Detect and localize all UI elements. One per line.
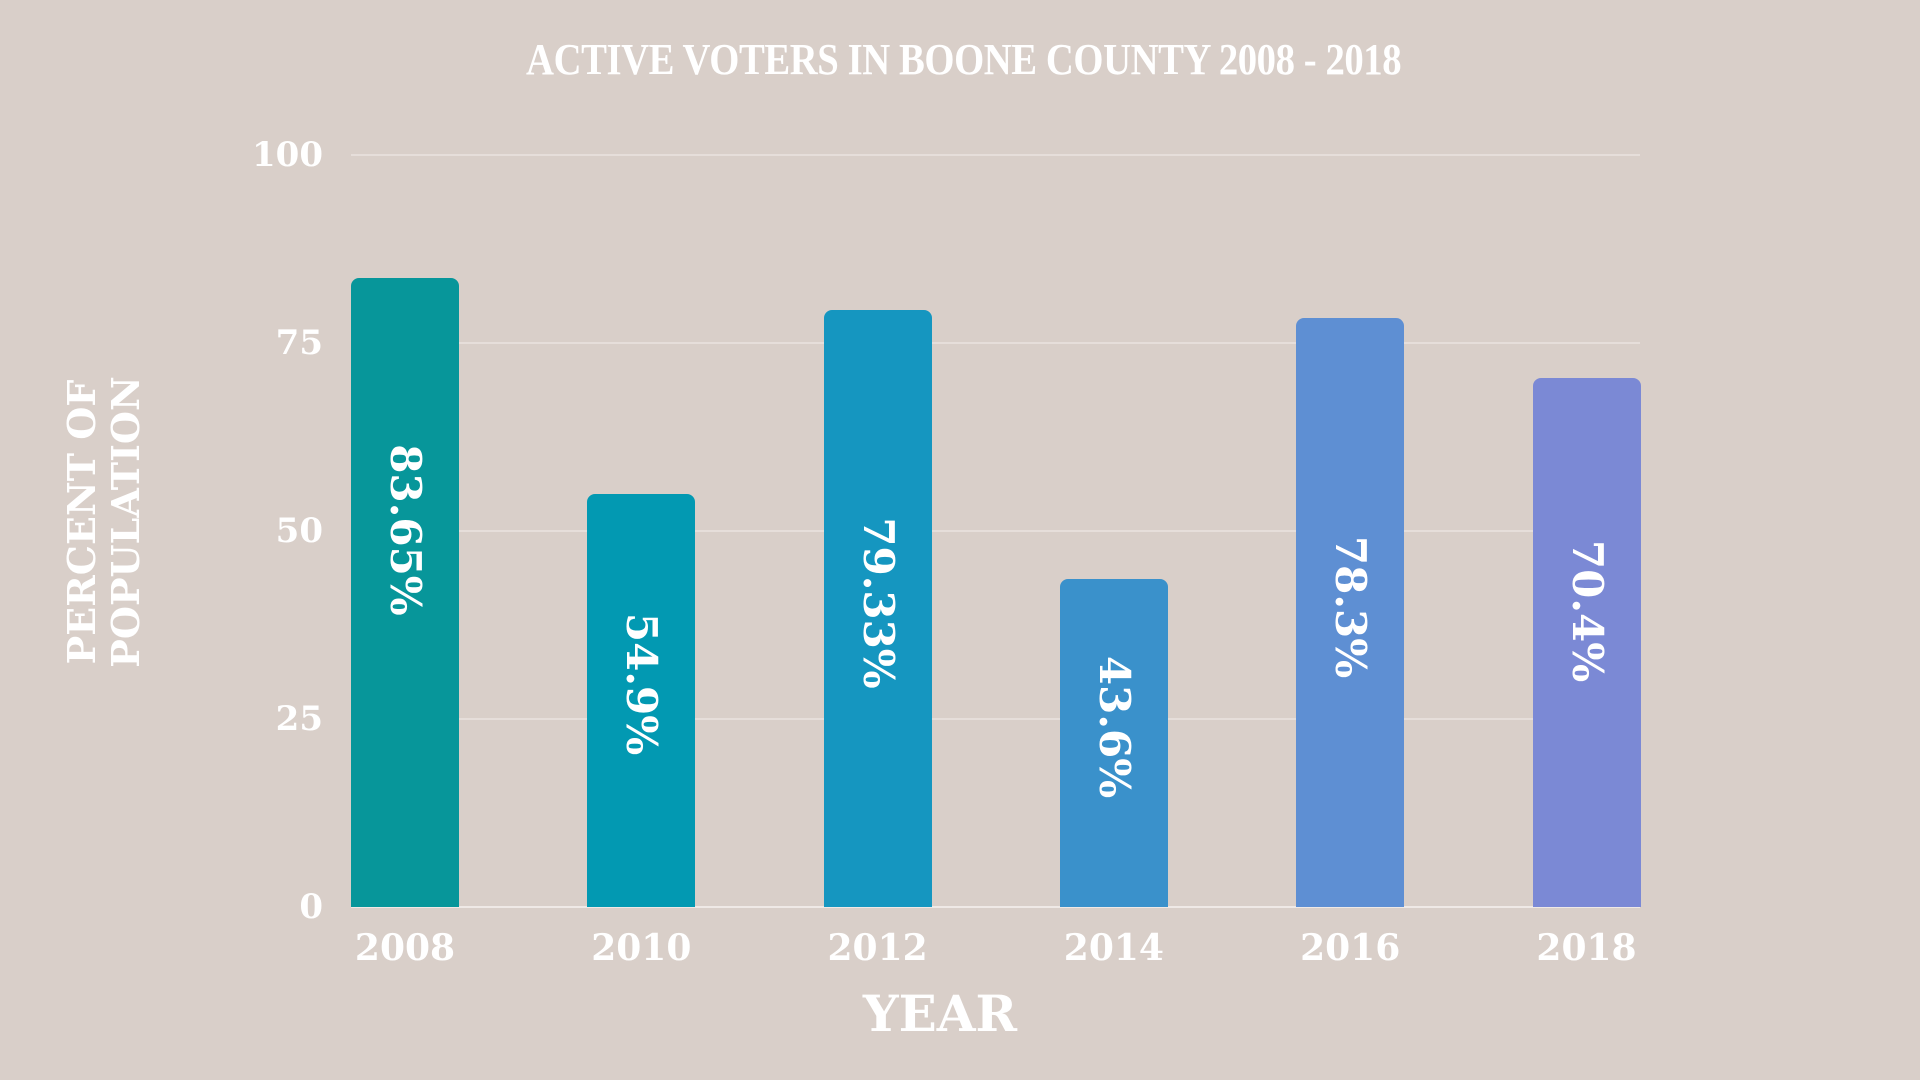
gridline — [351, 718, 1640, 720]
bar-value-label: 70.4% — [1562, 539, 1612, 682]
y-axis-title-line-1: PERCENT OF — [59, 379, 104, 665]
bar-value-label: 43.6% — [1089, 655, 1139, 798]
bar-2016: 78.3% — [1296, 318, 1405, 907]
x-axis-baseline — [351, 906, 1640, 908]
x-axis-title: YEAR — [862, 984, 1018, 1043]
gridline — [351, 154, 1640, 156]
x-tick-label: 2012 — [827, 927, 928, 969]
bar-value-label: 79.33% — [853, 517, 903, 689]
y-tick-label: 100 — [252, 135, 323, 175]
chart-title: ACTIVE VOTERS IN BOONE COUNTY 2008 - 201… — [526, 35, 1402, 84]
gridline — [351, 342, 1640, 344]
y-axis-title: PERCENT OF POPULATION — [59, 376, 148, 668]
y-tick-label: 75 — [275, 323, 323, 363]
x-tick-label: 2016 — [1300, 927, 1401, 969]
bar-value-label: 83.65% — [381, 443, 430, 616]
bar-value-label: 54.9% — [617, 612, 667, 756]
bar-2018: 70.4% — [1532, 377, 1641, 907]
bar-2008: 83.65% — [351, 277, 459, 907]
x-tick-label: 2018 — [1536, 927, 1637, 969]
x-tick-label: 2014 — [1063, 927, 1164, 969]
y-tick-label: 0 — [299, 887, 323, 927]
x-tick-label: 2010 — [591, 927, 692, 969]
bar-2012: 79.33% — [823, 310, 932, 907]
bar-2014: 43.6% — [1059, 579, 1168, 907]
y-tick-label: 25 — [275, 699, 323, 739]
y-axis-title-line-2: POPULATION — [103, 376, 148, 668]
gridline — [351, 530, 1640, 532]
y-tick-label: 50 — [275, 511, 323, 551]
bar-2010: 54.9% — [587, 494, 696, 907]
x-tick-label: 2008 — [354, 927, 456, 969]
bar-value-label: 78.3% — [1326, 535, 1376, 678]
